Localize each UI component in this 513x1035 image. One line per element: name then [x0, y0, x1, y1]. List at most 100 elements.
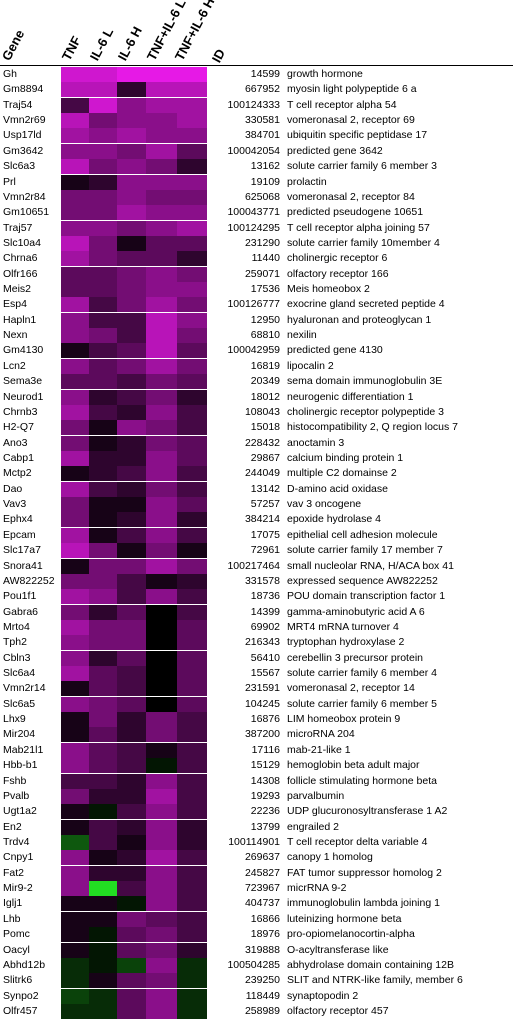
heatmap-row: Gm8894 667952 myosin light polypeptide 6 a	[0, 82, 513, 98]
gene-description: neurogenic differentiation 1	[287, 390, 414, 403]
gene-label: Lhx9	[3, 713, 26, 726]
gene-description: mab-21-like 1	[287, 743, 351, 756]
heatmap-cell	[117, 865, 147, 881]
heatmap-cell	[61, 113, 90, 129]
heatmap-cell	[177, 527, 207, 543]
heatmap-cell	[117, 143, 147, 159]
heatmap-cell	[89, 312, 118, 328]
gene-id: 100043771	[227, 206, 280, 219]
gene-id: 231591	[244, 682, 280, 695]
heatmap-cell	[89, 251, 118, 267]
gene-id: 258989	[244, 1004, 280, 1017]
heatmap-row: Olfr457 258989 olfactory receptor 457	[0, 1003, 513, 1019]
heatmap-cell	[117, 82, 147, 98]
heatmap-cell	[61, 788, 90, 804]
gene-description: hyaluronan and proteoglycan 1	[287, 313, 432, 326]
gene-id: 13142	[250, 482, 280, 495]
gene-description: luteinizing hormone beta	[287, 912, 402, 925]
gene-description: immunoglobulin lambda joining 1	[287, 897, 440, 910]
heatmap-cell	[89, 650, 118, 666]
heatmap-row: AW822252 331578 expressed sequence AW82225…	[0, 573, 513, 589]
heatmap-cell	[61, 635, 90, 651]
heatmap-row: Cabp1 29867 calcium binding protein 1	[0, 451, 513, 466]
heatmap-row: Synpo2 118449 synaptopodin 2	[0, 988, 513, 1004]
gene-label: Gabra6	[3, 605, 39, 618]
heatmap-row: Pou1f1 18736 POU domain transcription fact…	[0, 589, 513, 605]
heatmap-cell	[89, 374, 118, 390]
heatmap-cell	[177, 374, 207, 390]
heatmap-cell	[146, 635, 178, 651]
heatmap-cell	[117, 819, 147, 835]
gene-id: 13162	[250, 160, 280, 173]
heatmap-cell	[177, 481, 207, 497]
heatmap-cell	[89, 512, 118, 528]
gene-id: 245827	[244, 866, 280, 879]
heatmap-row: Sema3e 20349 sema domain immunoglobulin 3E	[0, 374, 513, 390]
gene-id: 387200	[244, 728, 280, 741]
gene-label: Fat2	[3, 866, 25, 879]
heatmap-cell	[117, 742, 147, 758]
heatmap-cell	[89, 758, 118, 774]
heatmap-cell	[177, 543, 207, 559]
heatmap-cell	[177, 773, 207, 789]
gene-id: 216343	[244, 636, 280, 649]
heatmap-cell	[146, 666, 178, 682]
heatmap-cell	[89, 67, 118, 82]
heatmap-cell	[146, 67, 178, 82]
gene-label: Synpo2	[3, 989, 39, 1002]
gene-label: Ugt1a2	[3, 805, 37, 818]
heatmap-cell	[117, 113, 147, 129]
heatmap-cell	[177, 957, 207, 973]
heatmap-cell	[89, 973, 118, 989]
heatmap-cell	[146, 527, 178, 543]
heatmap-cell	[61, 988, 90, 1004]
heatmap-cell	[61, 727, 90, 743]
heatmap-row: Cbln3 56410 cerebellin 3 precursor protein	[0, 650, 513, 666]
gene-description: MRT4 mRNA turnover 4	[287, 620, 399, 633]
heatmap-row: Olfr166 259071 olfactory receptor 166	[0, 266, 513, 282]
heatmap-cell	[177, 573, 207, 589]
heatmap-row: Slc6a5 104245 solute carrier family 6 memb…	[0, 696, 513, 712]
heatmap-cell	[177, 911, 207, 927]
gene-label: Cnpy1	[3, 851, 34, 864]
heatmap-row: Chrnb3 108043 cholinergic receptor polypep…	[0, 404, 513, 420]
heatmap-cell	[146, 681, 178, 697]
heatmap-cell	[177, 696, 207, 712]
heatmap-cell	[117, 804, 147, 820]
heatmap-cell	[89, 282, 118, 298]
heatmap-cell	[61, 927, 90, 943]
gene-id: 100217464	[227, 559, 280, 572]
heatmap-cell	[177, 927, 207, 943]
gene-id: 14599	[250, 68, 280, 80]
gene-description: solute carrier family 6 member 5	[287, 697, 437, 710]
heatmap-cell	[146, 205, 178, 221]
gene-label: Vmn2r69	[3, 114, 46, 127]
col-header-gene: Gene	[0, 27, 28, 63]
heatmap-cell	[89, 788, 118, 804]
heatmap-cell	[89, 220, 118, 236]
gene-id: 17116	[251, 743, 280, 756]
heatmap-cell	[89, 712, 118, 728]
heatmap-cell	[117, 312, 147, 328]
heatmap-row: Pomc 18976 pro-opiomelanocortin-alpha	[0, 927, 513, 943]
heatmap-cell	[146, 696, 178, 712]
heatmap-cell	[146, 174, 178, 190]
heatmap-cell	[146, 113, 178, 129]
gene-description: exocrine gland secreted peptide 4	[287, 298, 445, 311]
heatmap-cell	[61, 128, 90, 144]
heatmap-cell	[146, 128, 178, 144]
gene-description: predicted gene 3642	[287, 144, 383, 157]
heatmap-cell	[117, 712, 147, 728]
heatmap-cell	[146, 159, 178, 175]
gene-description: T cell receptor alpha 54	[287, 98, 397, 111]
heatmap-cell	[177, 235, 207, 251]
heatmap-cell	[177, 297, 207, 313]
gene-description: LIM homeobox protein 9	[287, 713, 401, 726]
heatmap-cell	[177, 159, 207, 175]
heatmap-cell	[117, 404, 147, 420]
heatmap-cell	[61, 435, 90, 451]
gene-label: En2	[3, 820, 22, 833]
heatmap-cell	[61, 97, 90, 113]
heatmap-cell	[146, 604, 178, 620]
heatmap-cell	[146, 435, 178, 451]
